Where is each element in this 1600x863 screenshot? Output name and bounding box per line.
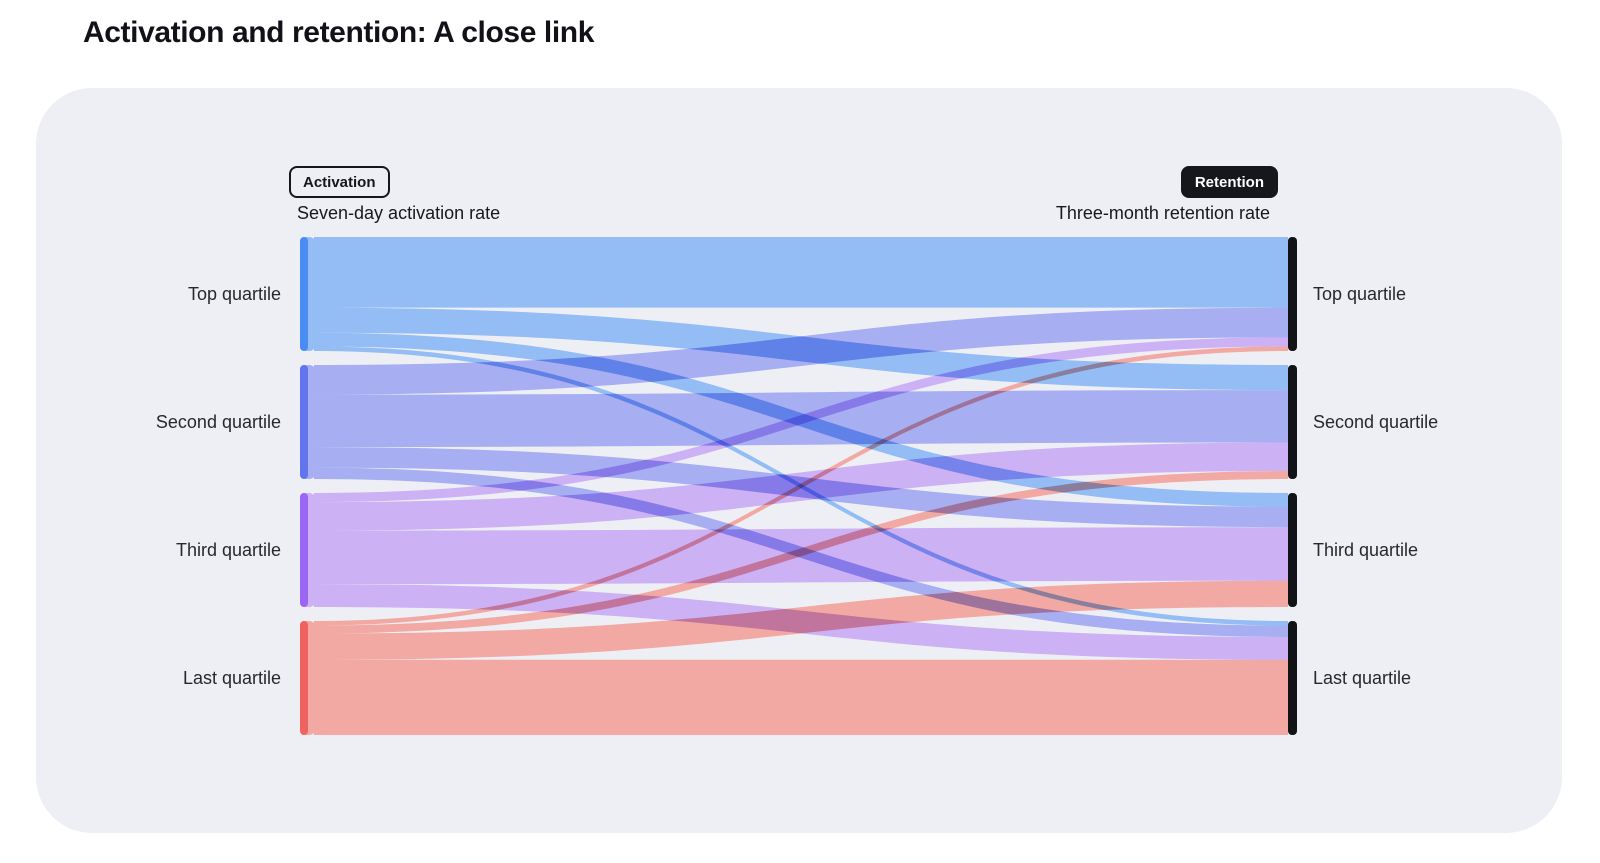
right-node-label-second-quartile: Second quartile [1313, 411, 1439, 432]
right-node-label-top-quartile: Top quartile [1313, 283, 1407, 304]
left-node-label-last-quartile: Last quartile [182, 667, 281, 688]
chart-card [36, 88, 1562, 833]
retention-badge[interactable]: Retention [1180, 166, 1278, 198]
activation-axis-label: Seven-day activation rate [297, 203, 501, 223]
retention-axis-label: Three-month retention rate [1055, 203, 1270, 223]
right-node-label-third-quartile: Third quartile [1313, 539, 1419, 560]
left-node-label-top-quartile: Top quartile [187, 283, 281, 304]
left-node-label-second-quartile: Second quartile [155, 411, 281, 432]
left-node-label-third-quartile: Third quartile [175, 539, 281, 560]
right-node-label-last-quartile: Last quartile [1313, 667, 1412, 688]
activation-badge[interactable]: Activation [289, 166, 390, 198]
page-title: Activation and retention: A close link [83, 16, 594, 49]
